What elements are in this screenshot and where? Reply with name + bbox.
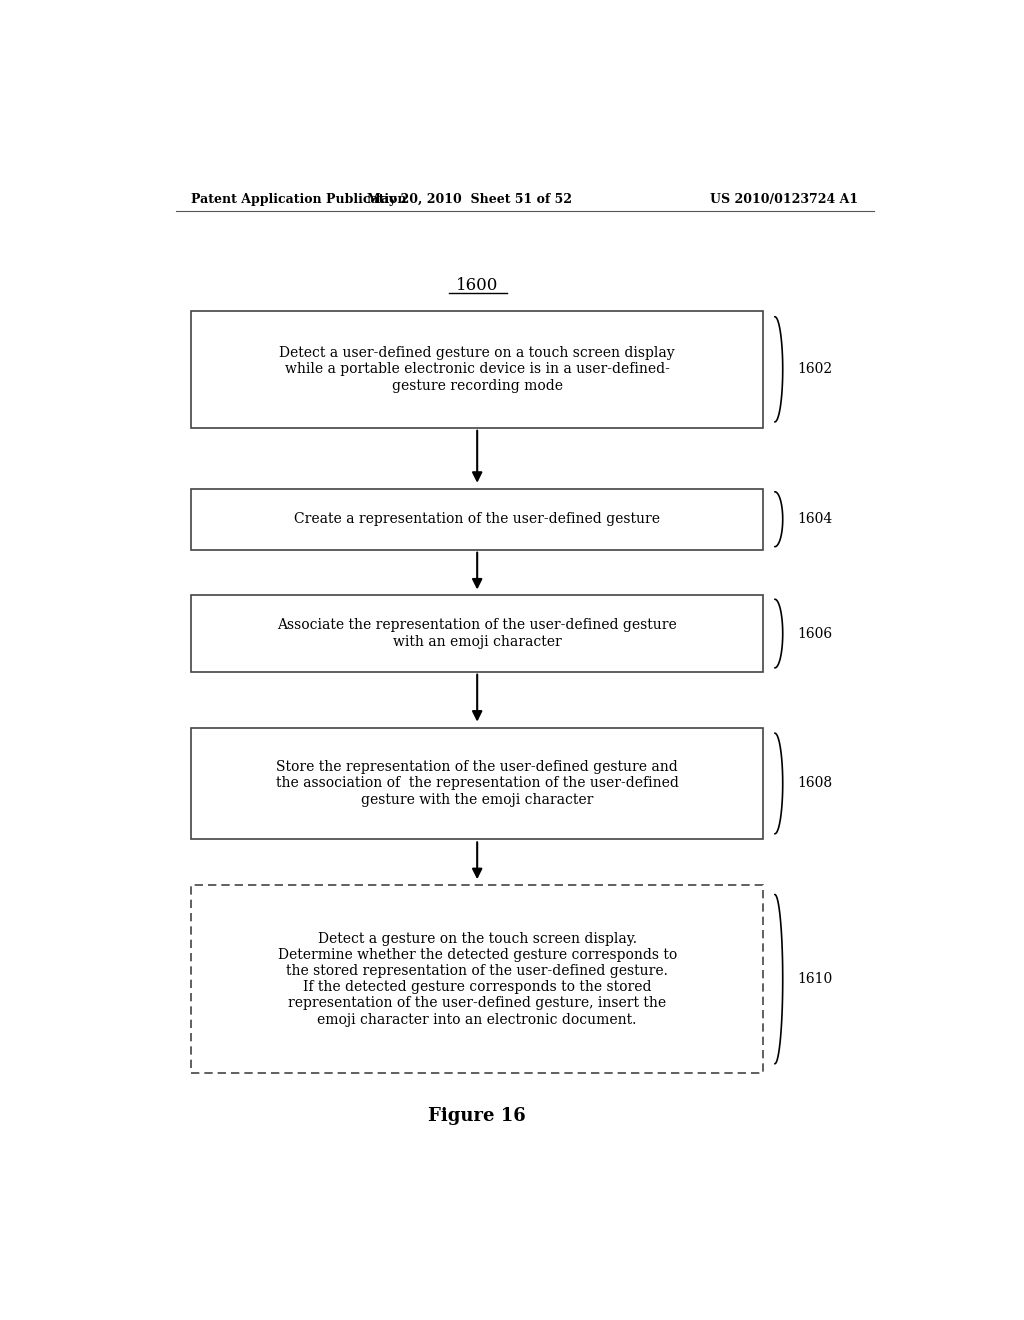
- FancyBboxPatch shape: [191, 727, 763, 840]
- Text: Associate the representation of the user-defined gesture
with an emoji character: Associate the representation of the user…: [278, 619, 677, 648]
- Text: US 2010/0123724 A1: US 2010/0123724 A1: [710, 193, 858, 206]
- Text: 1600: 1600: [456, 277, 499, 294]
- Text: 1610: 1610: [797, 972, 833, 986]
- Text: Figure 16: Figure 16: [428, 1107, 526, 1125]
- Text: 1606: 1606: [797, 627, 833, 640]
- Text: Patent Application Publication: Patent Application Publication: [191, 193, 407, 206]
- FancyBboxPatch shape: [191, 595, 763, 672]
- Text: 1602: 1602: [797, 362, 833, 376]
- Text: Create a representation of the user-defined gesture: Create a representation of the user-defi…: [294, 512, 660, 527]
- Text: 1604: 1604: [797, 512, 833, 527]
- Text: Detect a user-defined gesture on a touch screen display
while a portable electro: Detect a user-defined gesture on a touch…: [280, 346, 675, 392]
- Text: Store the representation of the user-defined gesture and
the association of  the: Store the representation of the user-def…: [275, 760, 679, 807]
- FancyBboxPatch shape: [191, 886, 763, 1073]
- FancyBboxPatch shape: [191, 312, 763, 428]
- Text: 1608: 1608: [797, 776, 833, 791]
- Text: Detect a gesture on the touch screen display.
Determine whether the detected ges: Detect a gesture on the touch screen dis…: [278, 932, 677, 1027]
- Text: May 20, 2010  Sheet 51 of 52: May 20, 2010 Sheet 51 of 52: [367, 193, 571, 206]
- FancyBboxPatch shape: [191, 488, 763, 549]
